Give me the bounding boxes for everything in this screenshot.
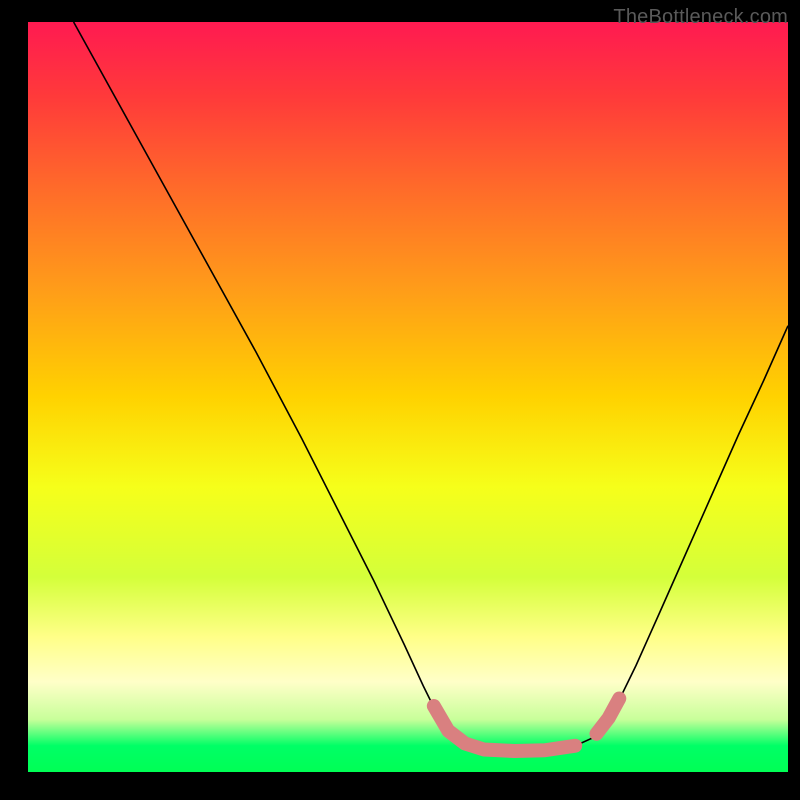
curve-overlay	[28, 22, 788, 772]
watermark-text: TheBottleneck.com	[613, 6, 788, 29]
valley-marker	[434, 699, 619, 752]
plot-area	[28, 22, 788, 772]
valley-marker-segment	[596, 699, 619, 734]
valley-marker-segment	[434, 706, 575, 751]
bottleneck-curve	[74, 22, 788, 751]
